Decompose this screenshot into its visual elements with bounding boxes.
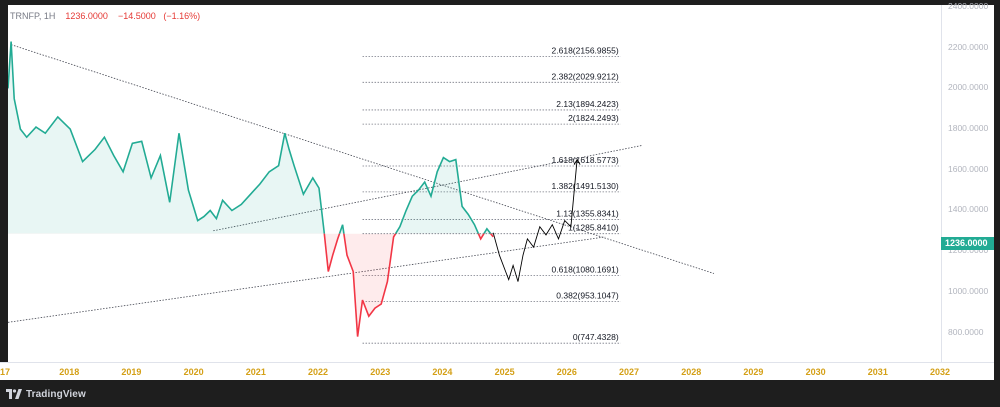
time-axis-label: 2026 <box>556 367 577 377</box>
legend-change: −14.5000 <box>117 11 156 21</box>
tradingview-logo[interactable]: TradingView <box>6 389 86 400</box>
fib-level-label: 2.618(2156.9855) <box>552 45 619 55</box>
fib-level-label: 0.618(1080.1691) <box>552 265 619 275</box>
time-axis-label: 2029 <box>743 367 764 377</box>
projection-path <box>492 159 578 282</box>
time-axis-label: 2021 <box>245 367 266 377</box>
legend-last-price: 1236.0000 <box>65 11 108 21</box>
price-axis-label: 2000.0000 <box>948 82 989 93</box>
price-axis-label: 2200.0000 <box>948 41 989 52</box>
fib-level-label: 2(1824.2493) <box>568 113 619 123</box>
time-axis-label: 2027 <box>619 367 640 377</box>
plot-area[interactable]: 0(747.4328) 0.382(953.1047) 0.618(1080.169… <box>7 5 941 362</box>
fib-level-label: 2.382(2029.9212) <box>552 71 619 81</box>
time-axis-label: 2032 <box>930 367 951 377</box>
projection-arrowhead <box>573 158 581 165</box>
fib-level-label: 1.618(1618.5773) <box>552 155 619 165</box>
symbol-legend: TRNFP, 1H 1236.0000 −14.5000 (−1.16%) <box>10 11 200 21</box>
fib-level-label: 2.13(1894.2423) <box>556 99 619 109</box>
legend-symbol[interactable]: TRNFP, 1H <box>10 11 56 21</box>
footer-bar: TradingView <box>0 380 1000 407</box>
tradingview-logo-text: TradingView <box>26 389 86 400</box>
price-axis-label: 1600.0000 <box>948 163 989 174</box>
price-axis-label: 800.0000 <box>948 326 984 337</box>
time-axis-label: 2023 <box>370 367 391 377</box>
time-axis-label: 2020 <box>183 367 204 377</box>
time-axis-label: 2031 <box>867 367 888 377</box>
price-axis-label: 1400.0000 <box>948 204 989 215</box>
price-series-line-up <box>8 41 492 234</box>
last-price-tag: 1236.0000 <box>941 237 994 251</box>
fib-level-label: 1.13(1355.8341) <box>556 208 619 218</box>
trendline <box>213 144 643 232</box>
tradingview-logo-icon <box>6 389 22 399</box>
fib-level-label: 0.382(953.1047) <box>556 290 619 300</box>
fib-level-label: 1.382(1491.5130) <box>552 181 619 191</box>
time-axis-label: 2019 <box>121 367 142 377</box>
time-axis-label: 2022 <box>308 367 329 377</box>
baseline-fill-up <box>8 41 491 234</box>
time-axis-label: 2028 <box>681 367 702 377</box>
time-axis-label: 2025 <box>494 367 515 377</box>
legend-change-percent: (−1.16%) <box>163 11 201 21</box>
time-axis-label: 2030 <box>805 367 826 377</box>
time-axis-label: 2018 <box>59 367 80 377</box>
price-axis-label: 1800.0000 <box>948 123 989 134</box>
trendline <box>10 44 715 274</box>
fib-level-label: 1(1285.8410) <box>568 223 619 233</box>
price-axis[interactable]: 800.00001000.00001200.00001400.00001600.… <box>941 1 994 362</box>
trendline <box>7 236 606 323</box>
price-axis-label: 1000.0000 <box>948 285 989 296</box>
time-axis-label: 2024 <box>432 367 453 377</box>
time-axis[interactable]: 17 2018 2019 2020 2021 2022 2023 2024 2025 2026 20… <box>0 362 994 380</box>
price-chart[interactable]: 0(747.4328) 0.382(953.1047) 0.618(1080.169… <box>7 5 941 362</box>
time-axis-label: 17 <box>0 367 11 377</box>
price-axis-label: 2400.0000 <box>948 1 989 12</box>
fib-level-label: 0(747.4328) <box>573 332 619 342</box>
